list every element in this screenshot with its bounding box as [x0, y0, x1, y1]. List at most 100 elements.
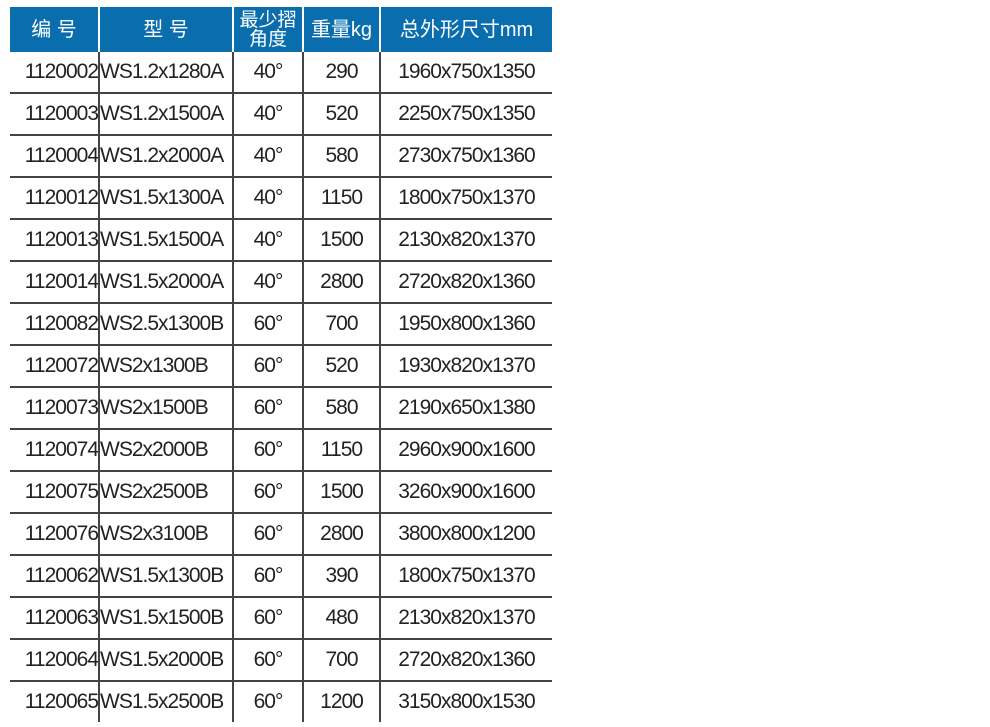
spec-table: 编 号 型 号 最少摺 角度 重量kg 总外形尺寸mm 1120002 WS1.2x…	[10, 7, 552, 722]
table-row: 1120013 WS1.5x1500A 40° 1500 2130x820x1370	[10, 219, 552, 262]
cell-weight: 1500	[302, 471, 380, 514]
cell-weight: 520	[302, 345, 380, 388]
cell-angle: 60°	[232, 429, 303, 472]
cell-angle: 60°	[232, 387, 303, 430]
header-min-angle: 最少摺 角度	[232, 7, 303, 52]
cell-code: 1120004	[10, 135, 99, 178]
cell-weight: 580	[302, 135, 380, 178]
cell-model: WS1.5x1300A	[98, 177, 233, 220]
cell-code: 1120013	[10, 219, 99, 262]
table-row: 1120062 WS1.5x1300B 60° 390 1800x750x1370	[10, 555, 552, 598]
header-min-angle-line2: 角度	[248, 28, 287, 50]
cell-model: WS1.5x1500A	[98, 219, 233, 262]
table-row: 1120012 WS1.5x1300A 40° 1150 1800x750x1370	[10, 177, 552, 220]
table-row: 1120014 WS1.5x2000A 40° 2800 2720x820x1360	[10, 261, 552, 304]
cell-angle: 40°	[232, 52, 303, 94]
cell-model: WS1.2x1500A	[98, 93, 233, 136]
cell-dimensions: 1800x750x1370	[379, 177, 552, 220]
cell-angle: 60°	[232, 471, 303, 514]
cell-model: WS2x3100B	[98, 513, 233, 556]
cell-weight: 2800	[302, 261, 380, 304]
cell-weight: 480	[302, 597, 380, 640]
cell-model: WS1.2x1280A	[98, 52, 233, 94]
cell-weight: 700	[302, 639, 380, 682]
cell-weight: 2800	[302, 513, 380, 556]
cell-dimensions: 1950x800x1360	[379, 303, 552, 346]
cell-weight: 580	[302, 387, 380, 430]
table-row: 1120004 WS1.2x2000A 40° 580 2730x750x1360	[10, 135, 552, 178]
header-code: 编 号	[10, 7, 99, 52]
cell-angle: 60°	[232, 513, 303, 556]
cell-dimensions: 1960x750x1350	[379, 52, 552, 94]
cell-angle: 60°	[232, 639, 303, 682]
cell-angle: 60°	[232, 303, 303, 346]
cell-weight: 1200	[302, 681, 380, 722]
header-model: 型 号	[98, 7, 233, 52]
cell-code: 1120074	[10, 429, 99, 472]
cell-code: 1120003	[10, 93, 99, 136]
table-row: 1120076 WS2x3100B 60° 2800 3800x800x1200	[10, 513, 552, 556]
cell-weight: 290	[302, 52, 380, 94]
cell-model: WS2.5x1300B	[98, 303, 233, 346]
cell-code: 1120072	[10, 345, 99, 388]
cell-weight: 1150	[302, 177, 380, 220]
cell-model: WS1.2x2000A	[98, 135, 233, 178]
cell-dimensions: 1800x750x1370	[379, 555, 552, 598]
cell-model: WS2x2500B	[98, 471, 233, 514]
cell-angle: 40°	[232, 177, 303, 220]
table-row: 1120064 WS1.5x2000B 60° 700 2720x820x1360	[10, 639, 552, 682]
cell-dimensions: 2720x820x1360	[379, 639, 552, 682]
table-row: 1120065 WS1.5x2500B 60° 1200 3150x800x1530	[10, 681, 552, 722]
cell-code: 1120076	[10, 513, 99, 556]
cell-model: WS2x1300B	[98, 345, 233, 388]
cell-code: 1120014	[10, 261, 99, 304]
table-row: 1120074 WS2x2000B 60° 1150 2960x900x1600	[10, 429, 552, 472]
cell-angle: 60°	[232, 345, 303, 388]
cell-angle: 40°	[232, 135, 303, 178]
cell-dimensions: 3260x900x1600	[379, 471, 552, 514]
cell-code: 1120012	[10, 177, 99, 220]
cell-model: WS2x2000B	[98, 429, 233, 472]
cell-code: 1120002	[10, 52, 99, 94]
cell-dimensions: 2130x820x1370	[379, 219, 552, 262]
cell-model: WS1.5x2000A	[98, 261, 233, 304]
table-row: 1120073 WS2x1500B 60° 580 2190x650x1380	[10, 387, 552, 430]
table-row: 1120075 WS2x2500B 60° 1500 3260x900x1600	[10, 471, 552, 514]
cell-weight: 390	[302, 555, 380, 598]
cell-angle: 60°	[232, 681, 303, 722]
cell-code: 1120063	[10, 597, 99, 640]
cell-angle: 40°	[232, 93, 303, 136]
header-min-angle-line1: 最少摺	[239, 9, 297, 31]
cell-dimensions: 2250x750x1350	[379, 93, 552, 136]
cell-angle: 40°	[232, 219, 303, 262]
cell-dimensions: 2960x900x1600	[379, 429, 552, 472]
cell-dimensions: 2720x820x1360	[379, 261, 552, 304]
cell-dimensions: 3800x800x1200	[379, 513, 552, 556]
cell-angle: 40°	[232, 261, 303, 304]
cell-dimensions: 3150x800x1530	[379, 681, 552, 722]
cell-angle: 60°	[232, 555, 303, 598]
header-dimensions: 总外形尺寸mm	[379, 7, 552, 52]
cell-weight: 1500	[302, 219, 380, 262]
cell-dimensions: 2130x820x1370	[379, 597, 552, 640]
cell-model: WS1.5x1500B	[98, 597, 233, 640]
table-row: 1120082 WS2.5x1300B 60° 700 1950x800x1360	[10, 303, 552, 346]
cell-model: WS1.5x2500B	[98, 681, 233, 722]
cell-model: WS2x1500B	[98, 387, 233, 430]
cell-dimensions: 1930x820x1370	[379, 345, 552, 388]
cell-code: 1120064	[10, 639, 99, 682]
cell-model: WS1.5x2000B	[98, 639, 233, 682]
table-row: 1120002 WS1.2x1280A 40° 290 1960x750x1350	[10, 52, 552, 94]
cell-code: 1120073	[10, 387, 99, 430]
table-row: 1120063 WS1.5x1500B 60° 480 2130x820x1370	[10, 597, 552, 640]
cell-code: 1120062	[10, 555, 99, 598]
cell-weight: 700	[302, 303, 380, 346]
cell-angle: 60°	[232, 597, 303, 640]
cell-code: 1120075	[10, 471, 99, 514]
cell-dimensions: 2190x650x1380	[379, 387, 552, 430]
table-row: 1120072 WS2x1300B 60° 520 1930x820x1370	[10, 345, 552, 388]
cell-dimensions: 2730x750x1360	[379, 135, 552, 178]
cell-weight: 1150	[302, 429, 380, 472]
header-row: 编 号 型 号 最少摺 角度 重量kg 总外形尺寸mm	[10, 7, 552, 52]
cell-code: 1120065	[24, 690, 99, 713]
